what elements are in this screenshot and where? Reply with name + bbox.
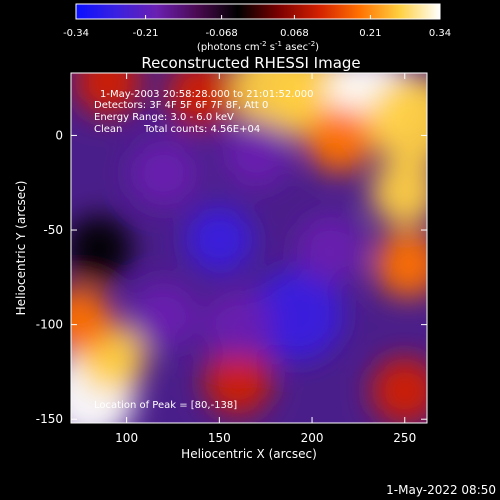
negative-blob <box>296 214 365 283</box>
x-tick-label: 200 <box>301 431 324 445</box>
emission-blob <box>305 105 374 174</box>
heatmap-image <box>71 73 427 423</box>
y-tick-label: 0 <box>55 128 63 142</box>
colorbar-unit-label: (photons cm-2 s-1 asec-2) <box>197 40 319 53</box>
colorbar-tick-label: -0.34 <box>63 28 89 39</box>
negative-blob <box>71 214 133 283</box>
x-axis-label: Heliocentric X (arcsec) <box>181 447 317 461</box>
heatmap-blobs <box>71 73 427 423</box>
x-tick-label: 250 <box>393 431 416 445</box>
negative-blob <box>222 120 291 189</box>
colorbar-tick-label: 0.34 <box>429 28 451 39</box>
emission-blob <box>374 230 427 299</box>
negative-blob <box>129 281 198 350</box>
colorbar-ticks: -0.34 -0.21 -0.068 0.068 0.21 0.34 <box>63 15 451 39</box>
x-tick-label: 150 <box>208 431 231 445</box>
plot-frame <box>70 72 428 424</box>
negative-blob <box>185 205 254 274</box>
colorbar-tick-label: 0.068 <box>280 28 309 39</box>
negative-blob <box>203 290 272 359</box>
emission-blob <box>370 356 427 423</box>
annotation-peak-location: Location of Peak = [80,-138] <box>94 400 237 411</box>
colorbar-tick-label: 0.21 <box>359 28 381 39</box>
y-axis-label: Heliocentric Y (arcsec) <box>14 181 28 316</box>
y-tick-label: -50 <box>43 223 63 237</box>
emission-blob <box>71 286 113 355</box>
colorbar-tick-label: -0.21 <box>133 28 159 39</box>
annotation-time-range: 1-May-2003 20:58:28.000 to 21:01:52.000 <box>100 89 313 100</box>
colorbar-tick-label: -0.068 <box>205 28 237 39</box>
negative-blob <box>251 269 344 362</box>
footer-date: 1-May-2022 08:50 <box>386 483 496 497</box>
y-tick-label: -150 <box>36 412 63 426</box>
annotation-detectors: Detectors: 3F 4F 5F 6F 7F 8F, Att 0 <box>94 100 268 111</box>
emission-blob <box>370 158 427 227</box>
annotations: 1-May-2003 20:58:28.000 to 21:01:52.000 … <box>94 89 313 411</box>
annotation-total-counts: Total counts: 4.56E+04 <box>143 124 260 135</box>
x-axis-ticks: 100 150 200 250 <box>115 73 416 445</box>
emission-blob <box>203 347 272 416</box>
colorbar-strip <box>75 3 441 20</box>
annotation-energy-range: Energy Range: 3.0 - 6.0 keV <box>94 112 234 123</box>
annotation-clean: Clean <box>94 124 122 135</box>
y-tick-label: -100 <box>36 318 63 332</box>
negative-blob <box>129 139 198 208</box>
chart-title: Reconstructed RHESSI Image <box>141 54 360 72</box>
emission-blob <box>368 74 427 167</box>
x-tick-label: 100 <box>115 431 138 445</box>
emission-blob <box>74 73 143 117</box>
y-axis-ticks: 0 -50 -100 -150 <box>36 128 427 426</box>
colorbar: -0.34 -0.21 -0.068 0.068 0.21 0.34 (photons c… <box>63 3 451 53</box>
emission-blob <box>166 73 235 128</box>
